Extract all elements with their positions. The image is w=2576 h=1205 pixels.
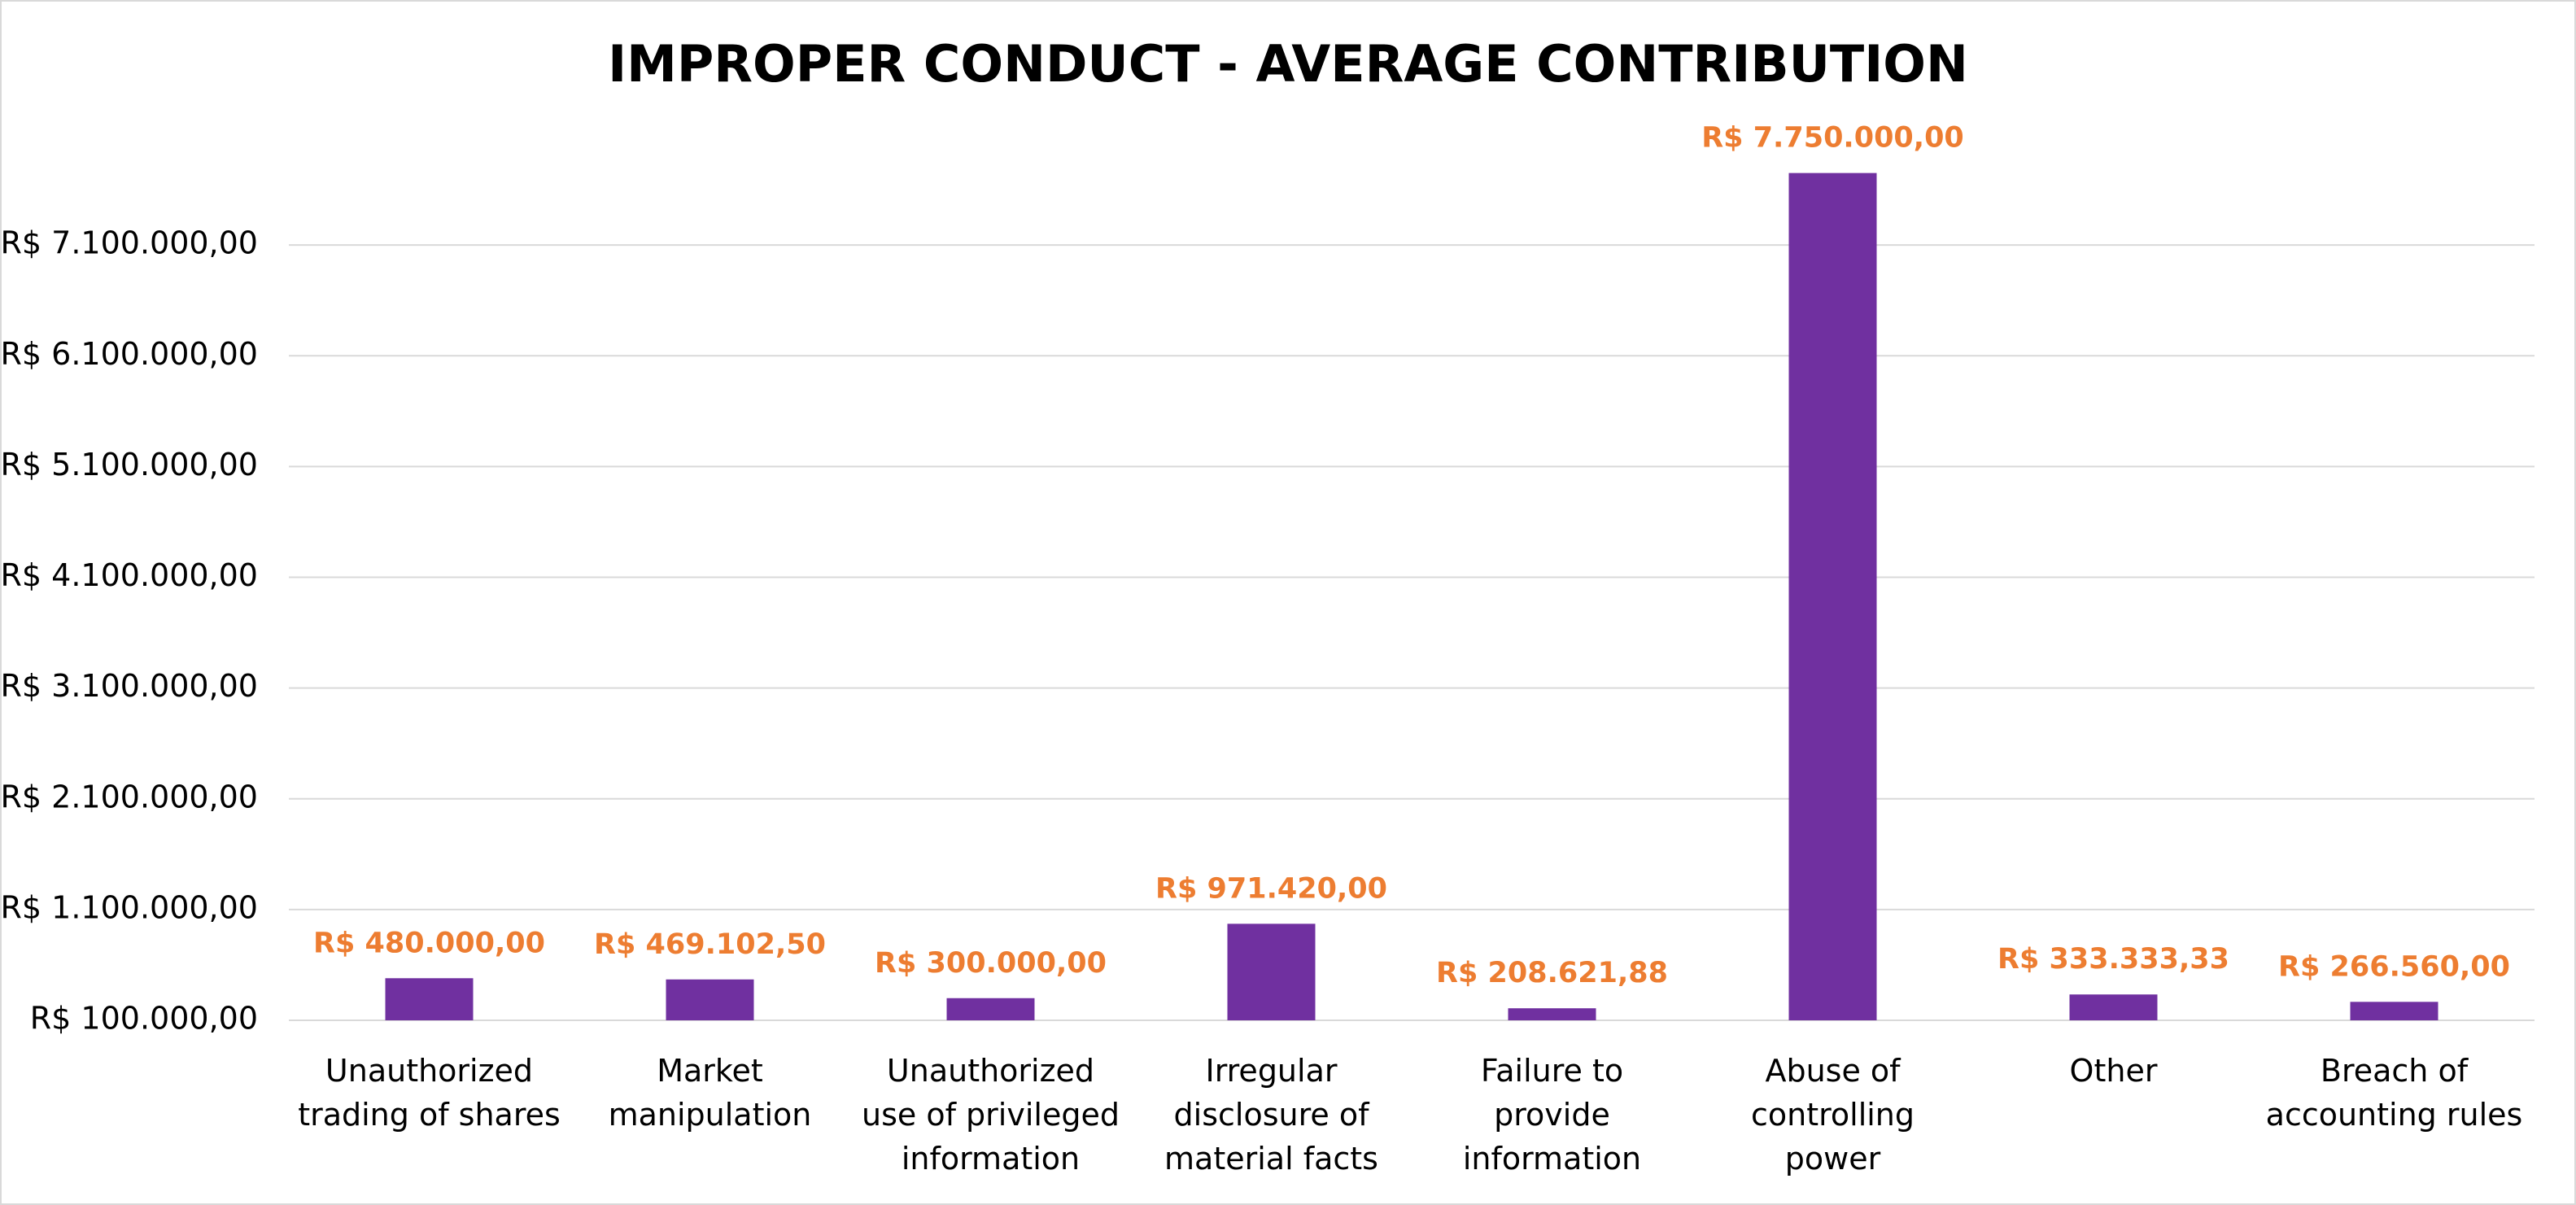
bar — [2069, 994, 2158, 1020]
x-tick-label: Unauthorized trading of shares — [298, 1053, 561, 1133]
y-tick-label: R$ 2.100.000,00 — [1, 779, 259, 814]
value-label: R$ 469.102,50 — [594, 928, 826, 961]
value-label: R$ 333.333,33 — [1997, 943, 2229, 976]
x-tick-label: Abuse of controlling power — [1750, 1053, 1915, 1177]
value-label: R$ 971.420,00 — [1155, 872, 1387, 905]
bar — [946, 998, 1035, 1020]
y-tick-label: R$ 3.100.000,00 — [1, 668, 259, 704]
value-label: R$ 7.750.000,00 — [1701, 122, 1964, 155]
y-tick-label: R$ 7.100.000,00 — [1, 225, 259, 261]
value-label: R$ 300.000,00 — [875, 947, 1107, 980]
x-tick-label: Breach of accounting rules — [2265, 1053, 2523, 1133]
x-tick-label: Unauthorized use of privileged informati… — [862, 1053, 1120, 1177]
value-label: R$ 480.000,00 — [313, 927, 545, 959]
chart-title: IMPROPER CONDUCT - AVERAGE CONTRIBUTION — [608, 34, 1968, 94]
y-tick-label: R$ 5.100.000,00 — [1, 447, 259, 482]
x-tick-label: Irregular disclosure of material facts — [1164, 1053, 1378, 1177]
bar — [2350, 1002, 2438, 1020]
bar — [1508, 1008, 1596, 1020]
x-tick-label: Failure to provide information — [1462, 1053, 1642, 1177]
y-tick-label: R$ 1.100.000,00 — [1, 889, 259, 925]
bar — [1227, 923, 1316, 1020]
y-tick-label: R$ 100.000,00 — [30, 1001, 258, 1037]
value-label: R$ 208.621,88 — [1436, 957, 1668, 989]
bar — [666, 979, 754, 1020]
bar — [1788, 172, 1877, 1020]
y-tick-label: R$ 6.100.000,00 — [1, 336, 259, 372]
x-tick-label: Market manipulation — [608, 1053, 812, 1133]
y-tick-label: R$ 4.100.000,00 — [1, 557, 259, 593]
value-label: R$ 266.560,00 — [2278, 950, 2510, 983]
bar — [385, 978, 474, 1020]
x-tick-label: Other — [2069, 1053, 2158, 1089]
